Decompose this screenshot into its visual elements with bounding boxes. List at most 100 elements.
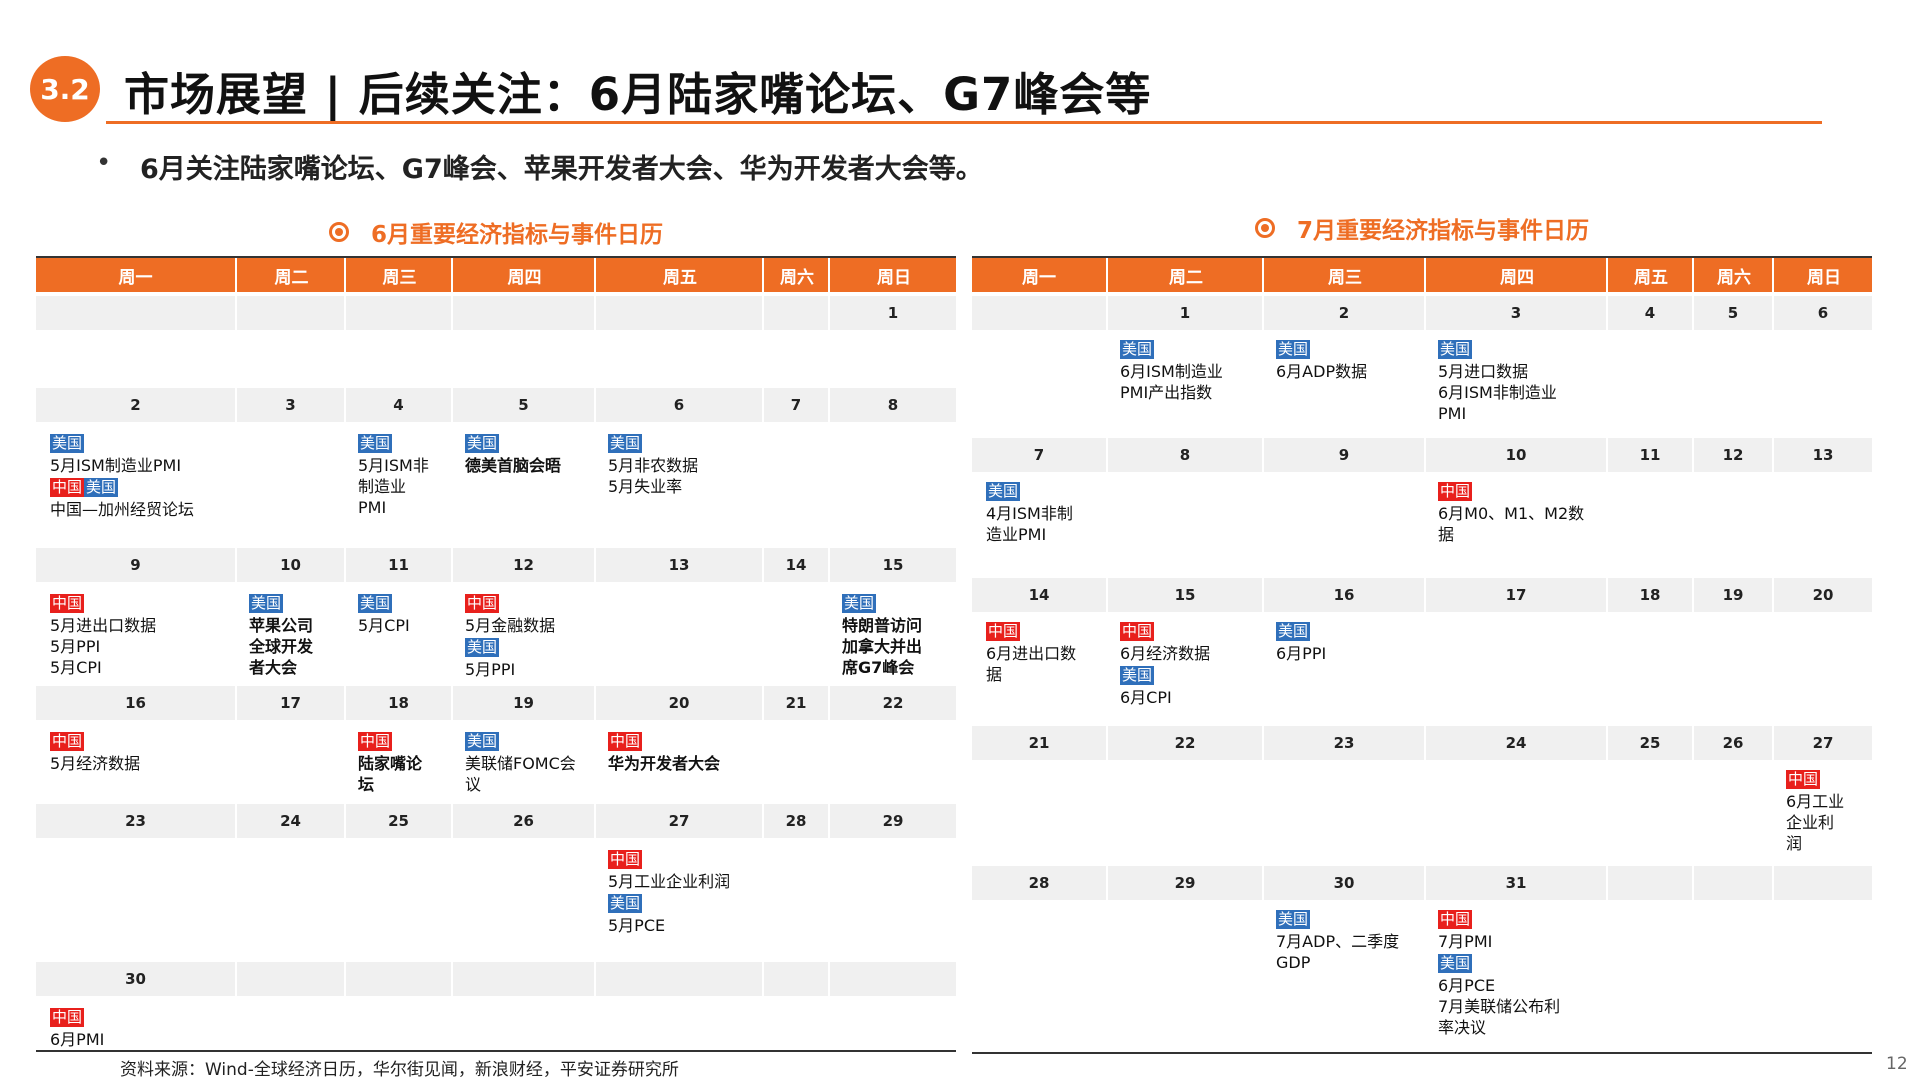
us-tag: 美国 xyxy=(1438,340,1473,359)
day-number: 5 xyxy=(1694,296,1772,330)
day-number xyxy=(764,296,828,330)
event-text: 5月PPI xyxy=(465,660,516,679)
event-text: GDP xyxy=(1276,953,1311,972)
week-row: 23 24 25 26 27 28 29 xyxy=(36,804,956,838)
bullet-dot: • xyxy=(96,148,112,178)
event-text: 据 xyxy=(986,665,1003,684)
day-events: 中国 6月工业 企业利润 xyxy=(1786,768,1844,854)
event-tag-line: 美国 xyxy=(358,432,429,455)
event-text: 6月CPI xyxy=(1120,688,1172,707)
weekday-label: 周六 xyxy=(762,258,830,292)
day-number: 8 xyxy=(830,388,956,422)
event-tag-line: 美国 xyxy=(986,480,1073,503)
weekday-label: 周六 xyxy=(1692,258,1774,292)
event-text: 5月PCE xyxy=(608,916,666,935)
day-number: 26 xyxy=(1694,726,1772,760)
day-number: 4 xyxy=(346,388,451,422)
us-tag: 美国 xyxy=(84,478,119,497)
event-text: 特朗普访问 xyxy=(842,616,923,635)
us-tag: 美国 xyxy=(1276,622,1311,641)
day-number: 27 xyxy=(596,804,762,838)
china-tag: 中国 xyxy=(608,732,643,751)
event-tag-line: 中国 xyxy=(465,592,555,615)
day-events: 美国 5月ISM制造业PMI 中国 美国 中国—加州经贸论坛 xyxy=(50,432,194,520)
event-text: 6月ISM非制造业 xyxy=(1438,383,1557,402)
event-tag-line: 美国 xyxy=(1438,338,1557,361)
day-events: 中国 5月经济数据 xyxy=(50,730,140,774)
day-number: 1 xyxy=(830,296,956,330)
day-number: 23 xyxy=(1264,726,1424,760)
day-events: 美国 5月CPI xyxy=(358,592,410,636)
day-number: 13 xyxy=(1774,438,1872,472)
day-number: 2 xyxy=(1264,296,1424,330)
day-number: 25 xyxy=(1608,726,1692,760)
weekday-label: 周一 xyxy=(1022,267,1056,288)
day-number: 30 xyxy=(1264,866,1424,900)
day-number xyxy=(1694,866,1772,900)
day-number: 18 xyxy=(1608,578,1692,612)
event-text: 6月ADP数据 xyxy=(1276,362,1368,381)
us-tag: 美国 xyxy=(249,594,284,613)
event-tag-line: 美国 xyxy=(465,636,555,659)
day-number: 19 xyxy=(1694,578,1772,612)
calendar-bottom-rule xyxy=(972,1052,1872,1054)
day-number: 12 xyxy=(1694,438,1772,472)
day-number xyxy=(346,296,451,330)
day-number: 11 xyxy=(346,548,451,582)
day-number: 24 xyxy=(1426,726,1606,760)
day-number xyxy=(972,296,1106,330)
event-tag-line: 美国 xyxy=(1276,338,1367,361)
weekday-label: 周二 xyxy=(1106,258,1264,292)
event-tag-line: 美国 xyxy=(465,432,561,455)
week-row: 21 22 23 24 25 26 27 xyxy=(972,726,1872,760)
weekday-label: 周四 xyxy=(1424,258,1608,292)
event-text: 坛 xyxy=(358,775,375,794)
china-tag: 中国 xyxy=(1438,910,1473,929)
weekday-label: 周日 xyxy=(828,258,958,292)
radio-target-icon xyxy=(328,222,349,242)
event-text: 德美首脑会晤 xyxy=(465,456,562,475)
day-number: 9 xyxy=(1264,438,1424,472)
day-number: 21 xyxy=(972,726,1106,760)
day-number: 17 xyxy=(237,686,344,720)
day-number: 31 xyxy=(1426,866,1606,900)
day-events: 中国 华为开发者大会 xyxy=(608,730,720,774)
weekday-label: 周五 xyxy=(594,258,764,292)
day-number: 11 xyxy=(1608,438,1692,472)
event-text: 6月进出口数 xyxy=(986,644,1077,663)
event-text: 6月PPI xyxy=(1276,644,1327,663)
event-text: 7月ADP、二季度 xyxy=(1276,932,1400,951)
day-number: 10 xyxy=(1426,438,1606,472)
event-text: 陆家嘴论 xyxy=(358,754,423,773)
day-events: 美国 5月非农数据 5月失业率 xyxy=(608,432,698,497)
us-tag: 美国 xyxy=(465,638,500,657)
event-tag-line: 美国 xyxy=(1438,952,1560,975)
day-number xyxy=(1774,866,1872,900)
event-text: 苹果公司 xyxy=(249,616,314,635)
day-number: 14 xyxy=(972,578,1106,612)
event-text: 6月工业 xyxy=(1786,792,1845,811)
july-calendar: 7月重要经济指标与事件日历 周一 周二 周三 周四 周五 周六 周日 1 2 3 4 5 6 美国 6月ISM… xyxy=(972,208,1872,1054)
weekday-label: 周四 xyxy=(451,258,596,292)
event-text: 润 xyxy=(1786,834,1803,853)
china-tag: 中国 xyxy=(1438,482,1473,501)
event-text: 5月ISM制造业PMI xyxy=(50,456,182,475)
week-row: 30 xyxy=(36,962,956,996)
day-events: 美国 美联储FOMC会议 xyxy=(465,730,576,795)
week-row: 14 15 16 17 18 19 20 xyxy=(972,578,1872,612)
day-number: 3 xyxy=(237,388,344,422)
day-number: 22 xyxy=(1108,726,1262,760)
day-events: 美国 特朗普访问 加拿大并出 席G7峰会 xyxy=(842,592,922,678)
day-number: 15 xyxy=(830,548,956,582)
event-text: 5月失业率 xyxy=(608,477,683,496)
us-tag: 美国 xyxy=(358,594,393,613)
day-number: 15 xyxy=(1108,578,1262,612)
calendar-top-rule xyxy=(972,256,1872,258)
event-text: 5月CPI xyxy=(50,658,102,677)
event-tag-line: 美国 xyxy=(1120,664,1210,687)
day-number xyxy=(453,296,594,330)
event-text: 企业利 xyxy=(1786,813,1835,832)
calendar-bottom-rule xyxy=(36,1050,956,1052)
event-text: 7月美联储公布利 xyxy=(1438,997,1561,1016)
